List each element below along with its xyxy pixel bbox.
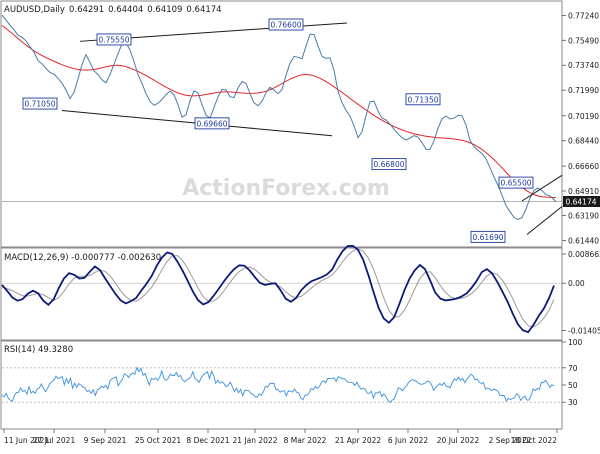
price-annotation: 0.76600 [268,18,304,31]
price-line [1,14,557,220]
last-price-box [563,196,600,208]
price-annotation-box [371,158,407,171]
trendline [521,174,563,202]
price-annotation: 0.71350 [405,93,441,106]
rsi-y-axis: 100 70 50 30 [562,338,583,407]
price-panel-frame [0,0,563,248]
x-tick-label: 27 Jul 2021 [33,436,76,445]
macd-y-tick-label: 0.008662 [568,250,600,259]
price-y-tick-label: 0.77240 [568,11,599,20]
price-panel-high: 0.64404 [108,5,143,15]
x-tick-label: 21 Jan 2022 [233,436,278,445]
price-annotation-box [498,176,534,189]
price-panel-title: AUDUSD,Daily 0.64291 0.64404 0.64109 0.64174 [4,5,222,15]
x-tick-label: 8 Mar 2022 [284,436,327,445]
price-annotation-label: 0.69660 [196,119,227,128]
x-tick-label: 25 Oct 2021 [135,436,182,445]
last-price-text: 0.64174 [565,197,596,206]
price-annotation: 0.71050 [22,97,58,110]
price-annotation-box [470,230,506,243]
price-annotation: 0.75550 [96,33,132,46]
macd-y-axis: 0.008662 0.00 -0.014055 [562,250,600,336]
price-y-tick-label: 0.64910 [568,187,599,196]
price-y-tick-label: 0.71990 [568,86,599,95]
trendline [526,206,563,235]
price-y-tick-label: 0.75490 [568,36,599,45]
price-y-tick-label: 0.73740 [568,61,599,70]
price-y-tick-label: 0.66660 [568,162,599,171]
price-annotation-label: 0.76600 [270,21,301,30]
price-annotation-label: 0.71050 [24,100,55,109]
price-panel-symbol: AUDUSD,Daily [4,5,65,15]
price-panel-open: 0.64291 [69,5,104,15]
price-y-tick-label: 0.68440 [568,137,599,146]
x-tick-label: 21 Apr 2022 [335,436,382,445]
price-y-tick-label: 0.63190 [568,212,599,221]
watermark: ActionForex.com [182,176,390,201]
rsi-y-tick-label: 70 [568,364,578,373]
price-annotation: 0.66800 [371,158,407,171]
price-y-tick-label: 0.61440 [568,236,599,245]
moving-average-line [1,25,556,199]
macd-y-tick-label: -0.014055 [568,327,600,336]
x-tick-label: 20 Jul 2022 [437,436,480,445]
price-y-axis: 0.77240 0.75490 0.73740 0.71990 0.70190 0.684… [562,11,599,245]
price-annotation: 0.65500 [498,176,534,189]
price-annotation-box [268,18,304,31]
price-annotation-box [405,93,441,106]
price-y-tick-label: 0.70190 [568,112,599,121]
price-annotation-label: 0.65500 [500,179,531,188]
price-annotation-box [96,33,132,46]
price-annotation-box [194,117,230,130]
x-tick-label: 2 Sep 2022 [489,436,532,445]
x-tick-label: 6 Jun 2022 [388,436,429,445]
price-annotation-label: 0.75550 [98,35,129,44]
price-annotation-label: 0.66800 [373,160,404,169]
price-panel-close: 0.64174 [186,5,221,15]
macd-y-tick-label: 0.00 [568,279,585,288]
price-panel-low: 0.64109 [147,5,182,15]
x-tick-label: 18 Oct 2022 [511,436,558,445]
rsi-y-tick-label: 50 [568,381,578,390]
x-tick-label: 11 Jun 2021 [4,436,49,445]
price-annotations: 0.75550 0.76600 0.71050 0.69660 0.71350 0.668… [22,18,534,243]
macd-panel-title: MACD(12,26,9) -0.000777 -0.002630 [4,253,161,263]
x-tick-label: 8 Dec 2021 [186,436,229,445]
rsi-y-tick-label: 100 [568,338,583,347]
macd-panel-frame [0,247,563,341]
price-annotation-label: 0.71350 [407,95,438,104]
price-annotation: 0.69660 [194,117,230,130]
last-price-tag: 0.64174 [563,196,600,208]
rsi-y-tick-label: 30 [568,398,578,407]
price-annotation-box [22,97,58,110]
rsi-line [1,366,555,404]
macd-line [1,244,555,334]
rsi-panel-title: RSI(14) 49.3280 [4,345,73,355]
rsi-levels [2,367,562,403]
x-tick-label: 9 Sep 2021 [84,436,127,445]
price-annotation: 0.61690 [470,230,506,243]
price-annotation-label: 0.61690 [472,233,503,242]
